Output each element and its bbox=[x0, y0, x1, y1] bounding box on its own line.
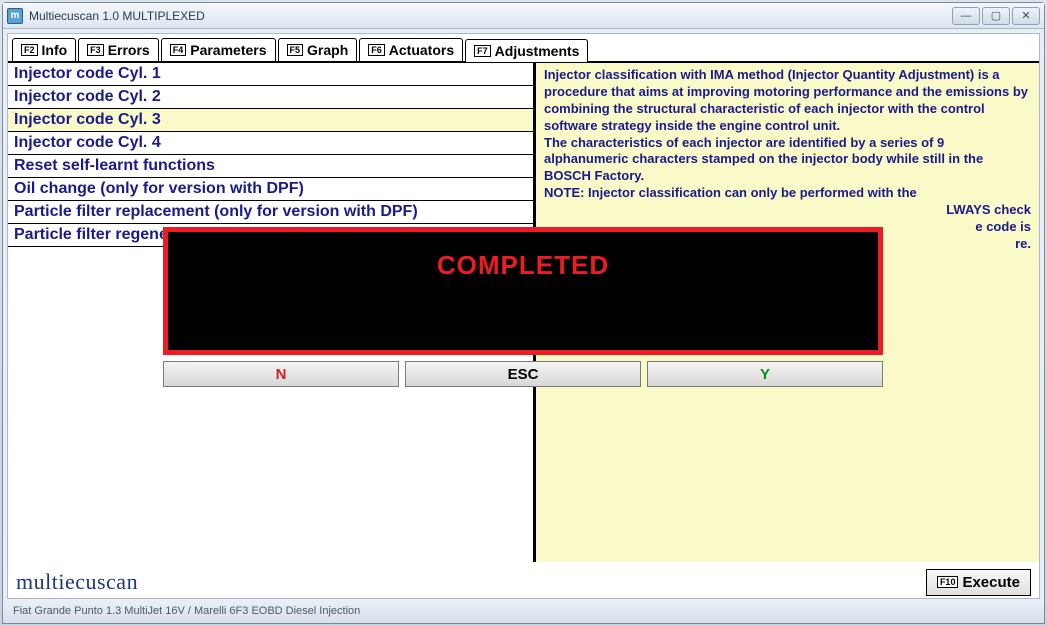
tab-label: Parameters bbox=[190, 42, 266, 58]
description-text: Injector classification with IMA method … bbox=[544, 67, 1031, 135]
completed-dialog: COMPLETED N ESC Y bbox=[163, 227, 883, 387]
close-button[interactable]: ✕ bbox=[1012, 7, 1040, 25]
tab-fkey: F3 bbox=[87, 44, 104, 56]
tab-errors[interactable]: F3 Errors bbox=[78, 38, 159, 61]
brand-label: multiecuscan bbox=[16, 569, 138, 595]
dialog-yes-button[interactable]: Y bbox=[647, 361, 883, 387]
dialog-body: COMPLETED bbox=[163, 227, 883, 355]
maximize-button[interactable]: ▢ bbox=[982, 7, 1010, 25]
statusbar: Fiat Grande Punto 1.3 MultiJet 16V / Mar… bbox=[3, 603, 1044, 623]
tab-label: Errors bbox=[108, 42, 150, 58]
tab-graph[interactable]: F5Graph bbox=[278, 38, 358, 61]
list-item[interactable]: Injector code Cyl. 2 bbox=[8, 86, 533, 109]
tab-label: Adjustments bbox=[495, 43, 580, 59]
tab-bar: F2InfoF3ErrorsF4ParametersF5GraphF6Actua… bbox=[8, 34, 1039, 62]
dialog-buttons: N ESC Y bbox=[163, 361, 883, 387]
list-item[interactable]: Particle filter replacement (only for ve… bbox=[8, 201, 533, 224]
description-text: The characteristics of each injector are… bbox=[544, 135, 1031, 186]
minimize-button[interactable]: — bbox=[952, 7, 980, 25]
app-icon: m bbox=[7, 8, 23, 24]
execute-label: Execute bbox=[962, 574, 1020, 591]
description-text: LWAYS check bbox=[544, 202, 1031, 219]
execute-button[interactable]: F10 Execute bbox=[926, 569, 1031, 596]
footer: multiecuscan F10 Execute bbox=[8, 562, 1039, 598]
titlebar: m Multiecuscan 1.0 MULTIPLEXED — ▢ ✕ bbox=[3, 3, 1044, 29]
dialog-message: COMPLETED bbox=[437, 250, 609, 281]
window-title: Multiecuscan 1.0 MULTIPLEXED bbox=[29, 9, 205, 23]
tab-fkey: F7 bbox=[474, 45, 491, 57]
tab-label: Actuators bbox=[389, 42, 454, 58]
tab-fkey: F2 bbox=[21, 44, 38, 56]
list-item[interactable]: Reset self-learnt functions bbox=[8, 155, 533, 178]
app-window: m Multiecuscan 1.0 MULTIPLEXED — ▢ ✕ F2 I… bbox=[2, 2, 1045, 624]
execute-fkey: F10 bbox=[937, 576, 959, 588]
dialog-esc-button[interactable]: ESC bbox=[405, 361, 641, 387]
description-text: NOTE: Injector classification can only b… bbox=[544, 185, 1031, 202]
tab-info[interactable]: F2 Info bbox=[12, 38, 76, 61]
list-item[interactable]: Injector code Cyl. 3 bbox=[8, 109, 533, 132]
tab-fkey: F4 bbox=[170, 44, 187, 56]
tab-label: Graph bbox=[307, 42, 348, 58]
tab-fkey: F6 bbox=[368, 44, 385, 56]
list-item[interactable]: Oil change (only for version with DPF) bbox=[8, 178, 533, 201]
list-item[interactable]: Injector code Cyl. 1 bbox=[8, 63, 533, 86]
tab-label: Info bbox=[42, 42, 68, 58]
tab-adjustments[interactable]: F7 Adjustments bbox=[465, 39, 588, 62]
tab-parameters[interactable]: F4Parameters bbox=[161, 38, 276, 61]
tab-actuators[interactable]: F6 Actuators bbox=[359, 38, 463, 61]
dialog-no-button[interactable]: N bbox=[163, 361, 399, 387]
list-item[interactable]: Injector code Cyl. 4 bbox=[8, 132, 533, 155]
tab-fkey: F5 bbox=[287, 44, 304, 56]
